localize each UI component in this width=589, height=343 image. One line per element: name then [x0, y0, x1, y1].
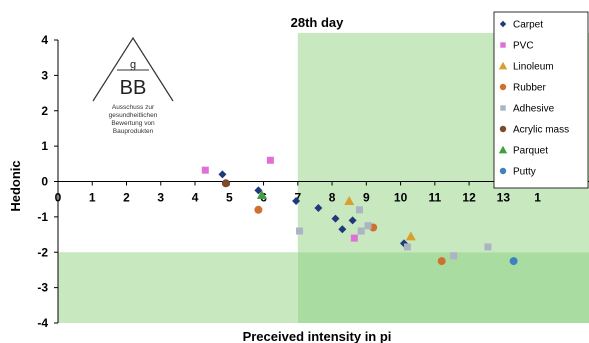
point-putty	[509, 257, 518, 266]
point-carpet	[292, 196, 301, 205]
x-tick-label: 8	[329, 191, 336, 205]
y-tick-label: -1	[37, 210, 48, 224]
x-tick-label: 12	[462, 191, 476, 205]
y-tick-label: -2	[37, 245, 48, 259]
legend: Carpet PVC Linoleum Rubber Adhesive Acrylic m…	[493, 11, 589, 189]
logo-line-3: Bewertung von	[111, 120, 155, 127]
legend-marker-putty	[499, 167, 507, 175]
legend-marker-pvc	[500, 42, 506, 48]
legend-box	[493, 11, 589, 189]
point-adhesive	[357, 227, 365, 235]
x-tick-label: 1	[534, 191, 541, 205]
logo-line-2: gesundheitlichen	[109, 112, 158, 119]
legend-label-adhesive: Adhesive	[513, 104, 555, 115]
point-adhesive	[364, 222, 372, 230]
x-tick-label: 1	[89, 191, 96, 205]
y-tick-label: -4	[37, 316, 48, 330]
x-tick-label: 0	[55, 191, 62, 205]
point-adhesive	[355, 206, 363, 214]
legend-label-putty: Putty	[513, 167, 536, 178]
legend-marker-parquet	[498, 145, 508, 154]
y-tick-label: 2	[41, 104, 48, 118]
legend-label-acrylic-mass: Acrylic mass	[513, 125, 569, 136]
x-tick-label: 7	[294, 191, 301, 205]
x-tick-label: 3	[157, 191, 164, 205]
legend-marker-adhesive	[500, 105, 506, 111]
legend-label-parquet: Parquet	[513, 146, 548, 157]
x-tick-label: 4	[192, 191, 199, 205]
chart-title: 28th day	[291, 15, 345, 30]
logo-line-1: Ausschuss zur	[112, 104, 155, 111]
legend-label-linoleum: Linoleum	[513, 62, 554, 73]
point-carpet	[348, 216, 357, 225]
point-pvc	[350, 234, 358, 242]
point-pvc	[266, 156, 274, 164]
x-tick-label: 5	[226, 191, 233, 205]
logo-letter-g: g	[130, 59, 136, 71]
agbb-logo: g BB Ausschuss zur gesundheitlichen Bewe…	[92, 36, 174, 135]
point-parquet	[256, 189, 267, 199]
x-tick-label: 13	[497, 191, 511, 205]
point-carpet	[338, 225, 347, 234]
point-linoleum	[405, 231, 416, 241]
x-tick-label: 9	[363, 191, 370, 205]
y-tick-label: 4	[41, 33, 48, 47]
point-rubber	[437, 257, 446, 266]
y-tick-label: -3	[37, 281, 48, 295]
x-tick-label: 11	[428, 191, 441, 205]
legend-label-rubber: Rubber	[513, 83, 546, 94]
legend-marker-acrylic-mass	[499, 125, 507, 133]
point-rubber	[254, 205, 263, 214]
point-linoleum	[344, 195, 355, 205]
logo-line-4: Bauprodukten	[113, 128, 154, 135]
point-adhesive	[450, 252, 458, 260]
logo-letters: BB	[120, 77, 147, 99]
legend-marker-rubber	[499, 83, 507, 91]
point-carpet	[218, 170, 227, 179]
y-tick-label: 3	[41, 68, 48, 82]
shaded-region-2	[58, 252, 298, 323]
point-adhesive	[403, 243, 411, 251]
point-carpet	[314, 204, 323, 213]
point-adhesive	[296, 227, 304, 235]
y-tick-labels: 4 3 2 1 0 -1 -2 -3 -4	[37, 33, 58, 330]
x-axis-label: Preceived intensity in pi	[243, 329, 392, 343]
legend-marker-linoleum	[498, 61, 508, 70]
y-tick-label: 0	[41, 175, 48, 189]
legend-label-carpet: Carpet	[513, 20, 543, 31]
legend-marker-carpet	[499, 20, 507, 28]
y-axis-label: Hedonic	[8, 160, 23, 211]
x-tick-label: 10	[394, 191, 408, 205]
point-carpet	[331, 214, 340, 223]
point-adhesive	[484, 243, 492, 251]
point-pvc	[201, 166, 209, 174]
point-carpet	[254, 186, 263, 195]
data-points	[201, 156, 518, 266]
y-tick-label: 1	[41, 139, 48, 153]
x-tick-label: 2	[123, 191, 130, 205]
legend-label-pvc: PVC	[513, 41, 534, 52]
x-tick-labels: 0123456789101112131	[55, 181, 541, 205]
point-acrylic-mass	[221, 179, 230, 188]
